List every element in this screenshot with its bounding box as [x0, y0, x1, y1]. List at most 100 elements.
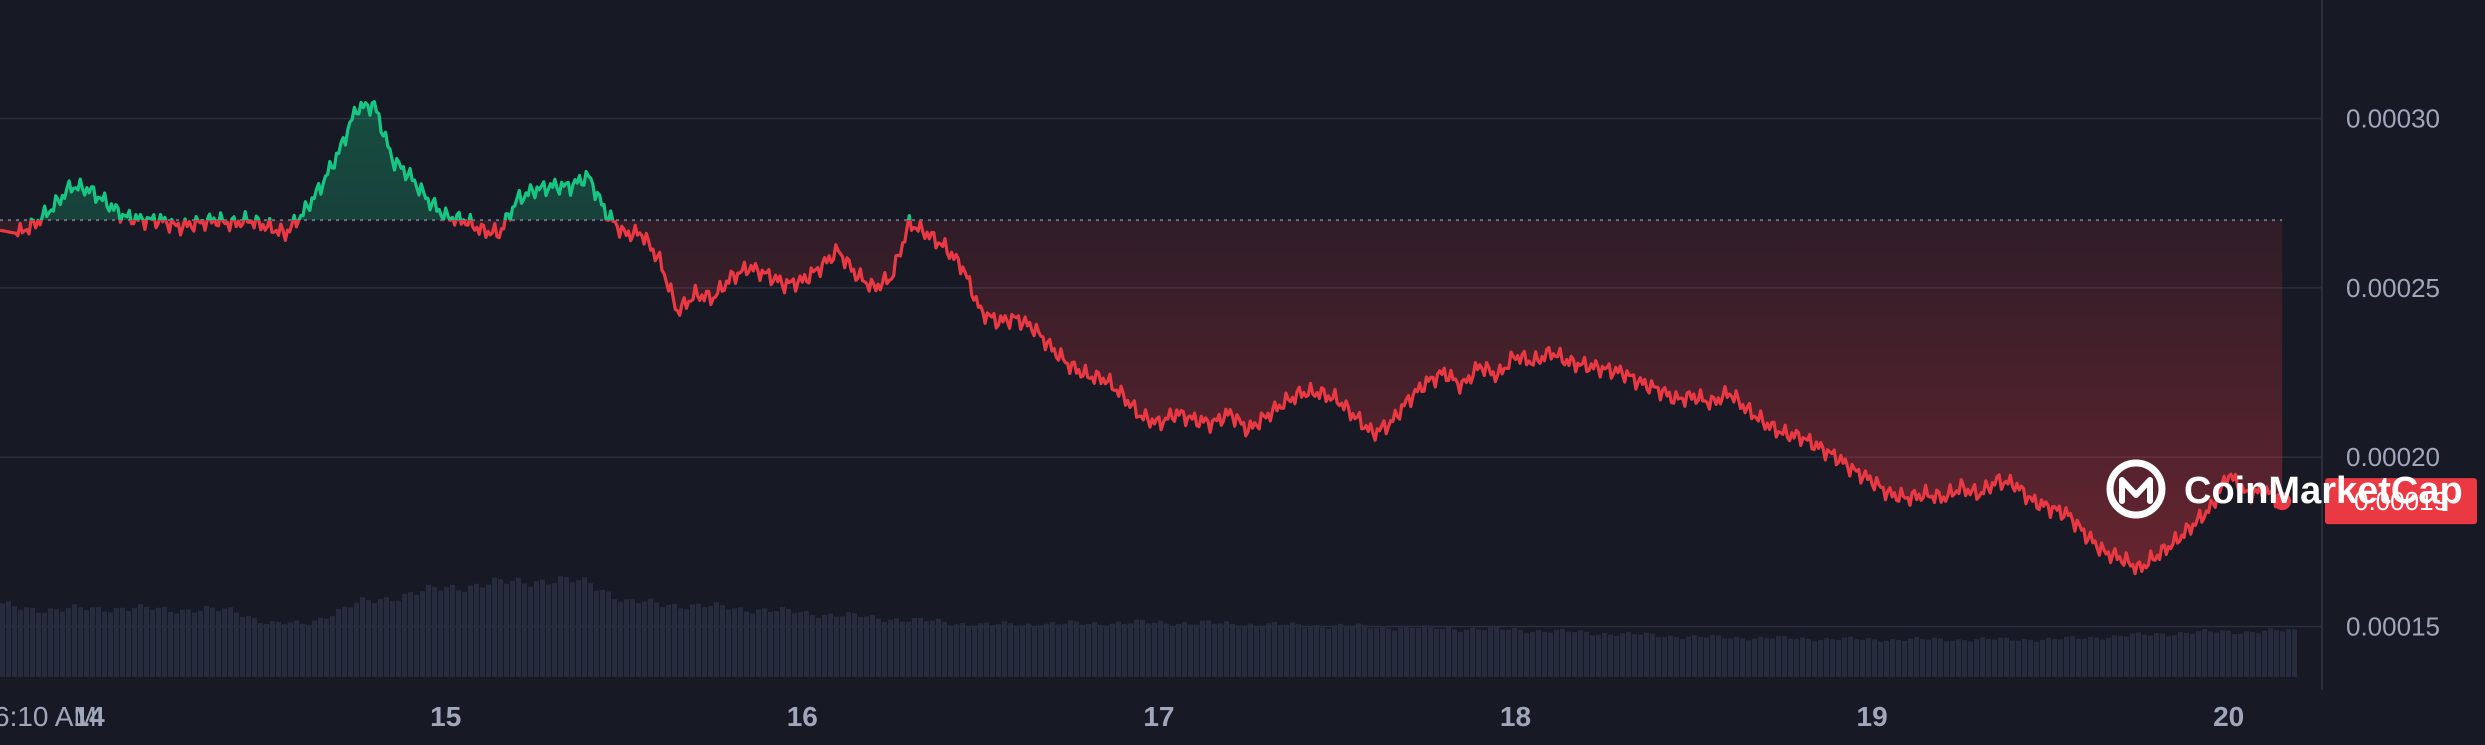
volume-bar — [1794, 639, 1799, 677]
volume-bar — [858, 617, 863, 677]
volume-bar — [564, 577, 569, 677]
volume-bar — [18, 609, 23, 677]
volume-bar — [1908, 638, 1913, 677]
price-area — [0, 101, 2283, 574]
volume-bar — [2136, 632, 2141, 677]
volume-bar — [2064, 636, 2069, 677]
volume-bar — [180, 609, 185, 677]
volume-bar — [2142, 634, 2147, 677]
volume-bar — [1692, 635, 1697, 677]
volume-bar — [810, 615, 815, 677]
x-tick-label: 20 — [2213, 701, 2244, 732]
y-tick-label: 0.00030 — [2346, 104, 2440, 134]
volume-bar — [1848, 636, 1853, 677]
volume-bar — [2280, 631, 2285, 677]
volume-bar — [1434, 628, 1439, 677]
volume-bar — [1446, 627, 1451, 677]
volume-bar — [2130, 633, 2135, 677]
volume-bar — [2154, 633, 2159, 677]
volume-bar — [2190, 633, 2195, 677]
volume-bar — [2106, 637, 2111, 677]
volume-bar — [702, 607, 707, 677]
volume-bar — [954, 624, 959, 677]
volume-bar — [2010, 640, 2015, 677]
volume-bar — [1776, 636, 1781, 677]
volume-bar — [1326, 628, 1331, 677]
volume-bar — [1842, 637, 1847, 677]
volume-bar — [1554, 629, 1559, 677]
volume-bar — [1476, 629, 1481, 677]
volume-bar — [1380, 626, 1385, 677]
volume-bar — [2244, 631, 2249, 677]
volume-bar — [2082, 638, 2087, 677]
volume-bar — [144, 606, 149, 677]
volume-bar — [2214, 632, 2219, 677]
volume-bar — [426, 584, 431, 677]
volume-bar — [948, 625, 953, 677]
volume-bar — [1104, 626, 1109, 677]
volume-bar — [1410, 627, 1415, 677]
volume-bar — [924, 621, 929, 677]
volume-bar — [84, 610, 89, 677]
volume-bar — [822, 614, 827, 677]
volume-bar — [348, 607, 353, 677]
volume-bar — [1650, 633, 1655, 677]
volume-bar — [1950, 640, 1955, 677]
volume-bar — [1062, 623, 1067, 677]
volume-bar — [1332, 625, 1337, 677]
volume-bar — [2226, 630, 2231, 677]
volume-bar — [2238, 633, 2243, 677]
volume-bar — [1050, 622, 1055, 677]
volume-bar — [882, 621, 887, 677]
volume-bar — [2160, 633, 2165, 677]
volume-bar — [2052, 638, 2057, 677]
volume-bar — [1092, 622, 1097, 677]
volume-bar — [1344, 626, 1349, 677]
volume-bar — [1926, 639, 1931, 677]
volume-bar — [1620, 633, 1625, 677]
volume-bar — [1656, 637, 1661, 677]
volume-bar — [864, 616, 869, 677]
volume-bar — [486, 584, 491, 677]
volume-bar — [1644, 632, 1649, 677]
volume-bar — [480, 587, 485, 677]
y-tick-label: 0.00025 — [2346, 273, 2440, 303]
volume-bar — [1224, 621, 1229, 677]
volume-bar — [1200, 620, 1205, 677]
volume-bar — [1608, 634, 1613, 677]
volume-bar — [2070, 636, 2075, 677]
volume-bar — [252, 617, 257, 677]
volume-bar — [1428, 625, 1433, 677]
volume-bar — [132, 608, 137, 677]
volume-bar — [324, 618, 329, 677]
volume-bar — [1362, 624, 1367, 677]
volume-bar — [72, 604, 77, 677]
volume-bar — [1992, 639, 1997, 677]
volume-bar — [798, 612, 803, 677]
volume-bar — [1854, 639, 1859, 677]
volume-bar — [1182, 622, 1187, 677]
volume-bar — [654, 602, 659, 677]
volume-bar — [1896, 640, 1901, 677]
volume-bar — [378, 599, 383, 677]
volume-bar — [1188, 624, 1193, 677]
volume-bar — [90, 607, 95, 677]
volume-bar — [516, 577, 521, 677]
volume-bar — [900, 621, 905, 677]
volume-bars — [0, 576, 2297, 677]
volume-bar — [2232, 634, 2237, 677]
volume-bar — [2220, 630, 2225, 677]
volume-bar — [720, 605, 725, 677]
volume-bar — [474, 583, 479, 677]
volume-bar — [2268, 628, 2273, 677]
volume-bar — [1386, 628, 1391, 677]
volume-bar — [846, 612, 851, 677]
volume-bar — [2184, 632, 2189, 677]
volume-bar — [96, 606, 101, 677]
volume-bar — [870, 614, 875, 677]
volume-bar — [6, 601, 11, 677]
volume-bar — [606, 591, 611, 677]
volume-bar — [1974, 639, 1979, 677]
volume-bar — [1350, 626, 1355, 677]
volume-bar — [792, 613, 797, 677]
